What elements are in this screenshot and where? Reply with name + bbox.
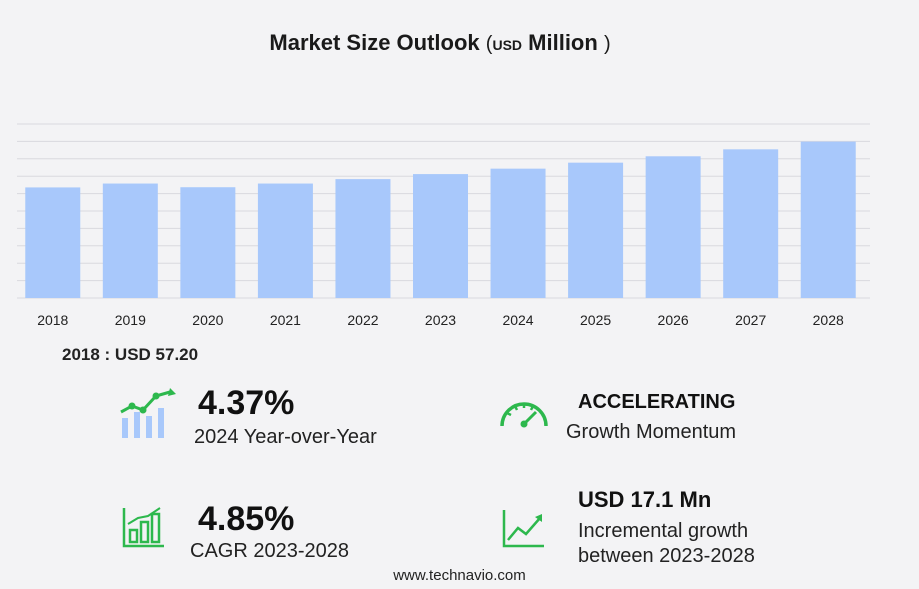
x-tick-label: 2026 — [658, 312, 689, 328]
chart-title: Market Size Outlook (USD Million ) — [0, 30, 880, 56]
bar-chart: 2018 2019 2020 2021 2022 2023 2024 2025 2026 2027… — [17, 123, 870, 328]
x-tick-label: 2027 — [735, 312, 766, 328]
bar-2025 — [568, 162, 624, 298]
incremental-label-1: Incremental growth — [578, 520, 749, 542]
incremental-label-2: between 2023-2028 — [578, 545, 755, 567]
x-tick-label: 2020 — [192, 312, 223, 328]
x-tick-label: 2022 — [347, 312, 378, 328]
growth-chart-icon — [120, 388, 176, 438]
bar-2019 — [102, 183, 158, 298]
title-unit-word: Million — [528, 30, 598, 55]
bar-2022 — [335, 179, 391, 298]
x-tick-label: 2021 — [270, 312, 301, 328]
x-tick-label: 2019 — [115, 312, 146, 328]
momentum-label: Growth Momentum — [566, 421, 737, 443]
bar-2020 — [180, 187, 236, 298]
yoy-value: 4.37% — [198, 384, 295, 422]
bar-2023 — [413, 174, 468, 298]
x-tick-label: 2018 — [37, 312, 68, 328]
base-year-value: 2018 : USD 57.20 — [62, 345, 199, 364]
x-tick-label: 2023 — [425, 312, 456, 328]
cagr-label: CAGR 2023-2028 — [190, 540, 349, 562]
x-tick-label: 2024 — [502, 312, 533, 328]
title-unit: USD — [492, 37, 523, 53]
bar-2028 — [800, 141, 856, 298]
speedometer-icon — [500, 402, 548, 428]
bar-chart-icon — [122, 507, 164, 548]
bar-2024 — [490, 168, 546, 298]
bar-2026 — [645, 156, 701, 298]
cagr-value: 4.85% — [198, 500, 295, 538]
x-tick-label: 2028 — [813, 312, 844, 328]
line-chart-icon — [502, 510, 544, 548]
title-main: Market Size Outlook — [269, 30, 480, 55]
bar-2018 — [25, 187, 81, 298]
title-paren-open: ( — [485, 33, 493, 55]
bar-2027 — [723, 149, 779, 298]
x-tick-label: 2025 — [580, 312, 611, 328]
bar-2021 — [257, 183, 313, 298]
footer-url: www.technavio.com — [393, 567, 526, 584]
incremental-value: USD 17.1 Mn — [578, 487, 712, 512]
title-paren-close: ) — [603, 33, 611, 55]
momentum-value: ACCELERATING — [578, 391, 736, 413]
yoy-label: 2024 Year-over-Year — [194, 426, 377, 448]
